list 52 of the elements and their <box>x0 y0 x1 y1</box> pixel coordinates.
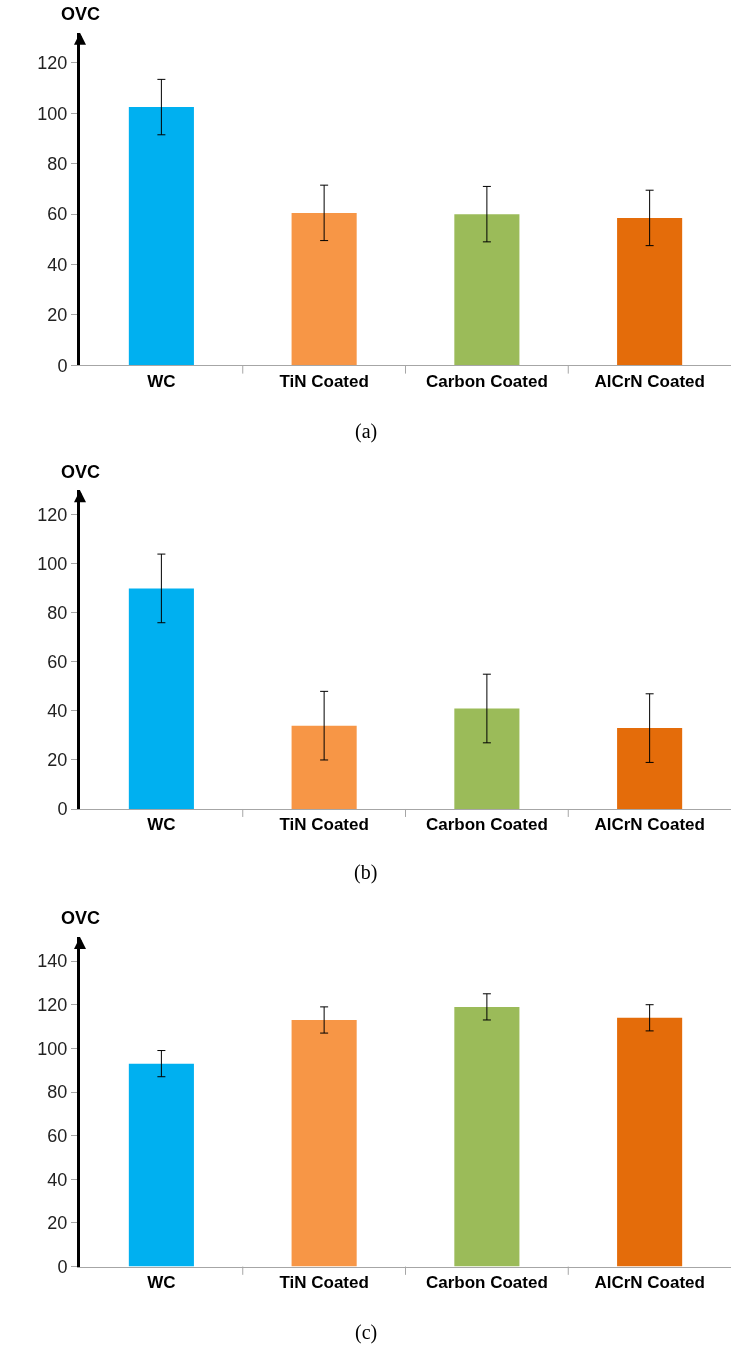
text: (c) <box>355 1321 378 1344</box>
y-tick-label: 100 <box>37 554 68 575</box>
y-tick-label: 20 <box>47 1213 68 1234</box>
bar <box>128 1063 194 1267</box>
y-tick-label: 0 <box>57 1256 68 1277</box>
x-tick-label: AlCrN Coated <box>594 815 705 835</box>
y-tick-label: 100 <box>37 1038 68 1059</box>
y-tick-label: 20 <box>47 305 68 326</box>
x-tick-label: TiN Coated <box>279 371 369 391</box>
y-tick-label: 80 <box>47 154 68 175</box>
y-tick-label: 140 <box>37 951 68 972</box>
y-tick-label: 40 <box>47 701 68 722</box>
x-tick-label: AlCrN Coated <box>594 371 705 391</box>
y-tick-label: 60 <box>47 652 68 673</box>
y-axis-title: OVC <box>61 462 101 482</box>
y-tick-label: 60 <box>47 1125 68 1146</box>
bar <box>617 217 683 366</box>
y-tick-label: 80 <box>47 1082 68 1103</box>
bar <box>291 1019 357 1267</box>
x-tick-label: WC <box>147 815 176 835</box>
y-tick-label: 120 <box>37 53 68 74</box>
y-tick-label: 120 <box>37 995 68 1016</box>
x-tick-label: TiN Coated <box>279 815 369 835</box>
y-tick-label: 100 <box>37 103 68 124</box>
x-tick-label: TiN Coated <box>279 1273 369 1292</box>
y-tick-label: 0 <box>57 355 68 376</box>
x-tick-label: Carbon Coated <box>425 1273 548 1292</box>
bar <box>291 212 357 366</box>
y-tick-label: 40 <box>47 1169 68 1190</box>
text: (b) <box>354 861 378 884</box>
x-tick-label: AlCrN Coated <box>594 1273 705 1292</box>
bar <box>617 728 683 809</box>
y-axis-title: OVC <box>61 908 101 928</box>
x-tick-label: WC <box>147 1273 176 1292</box>
bar <box>128 588 194 809</box>
y-tick-label: 0 <box>57 799 68 820</box>
y-tick-label: 120 <box>37 505 68 526</box>
y-axis-title: OVC <box>61 4 101 24</box>
x-tick-label: Carbon Coated <box>425 815 548 835</box>
bar <box>291 725 357 809</box>
y-tick-label: 40 <box>47 254 68 275</box>
y-tick-label: 80 <box>47 603 68 624</box>
bar <box>454 1006 520 1267</box>
x-tick-label: WC <box>147 371 176 391</box>
bar <box>454 214 520 366</box>
y-tick-label: 60 <box>47 204 68 225</box>
y-tick-label: 20 <box>47 750 68 771</box>
text: (a) <box>355 420 378 443</box>
bar <box>454 708 520 809</box>
x-tick-label: Carbon Coated <box>425 371 548 391</box>
bar <box>617 1017 683 1267</box>
bar <box>128 107 194 366</box>
